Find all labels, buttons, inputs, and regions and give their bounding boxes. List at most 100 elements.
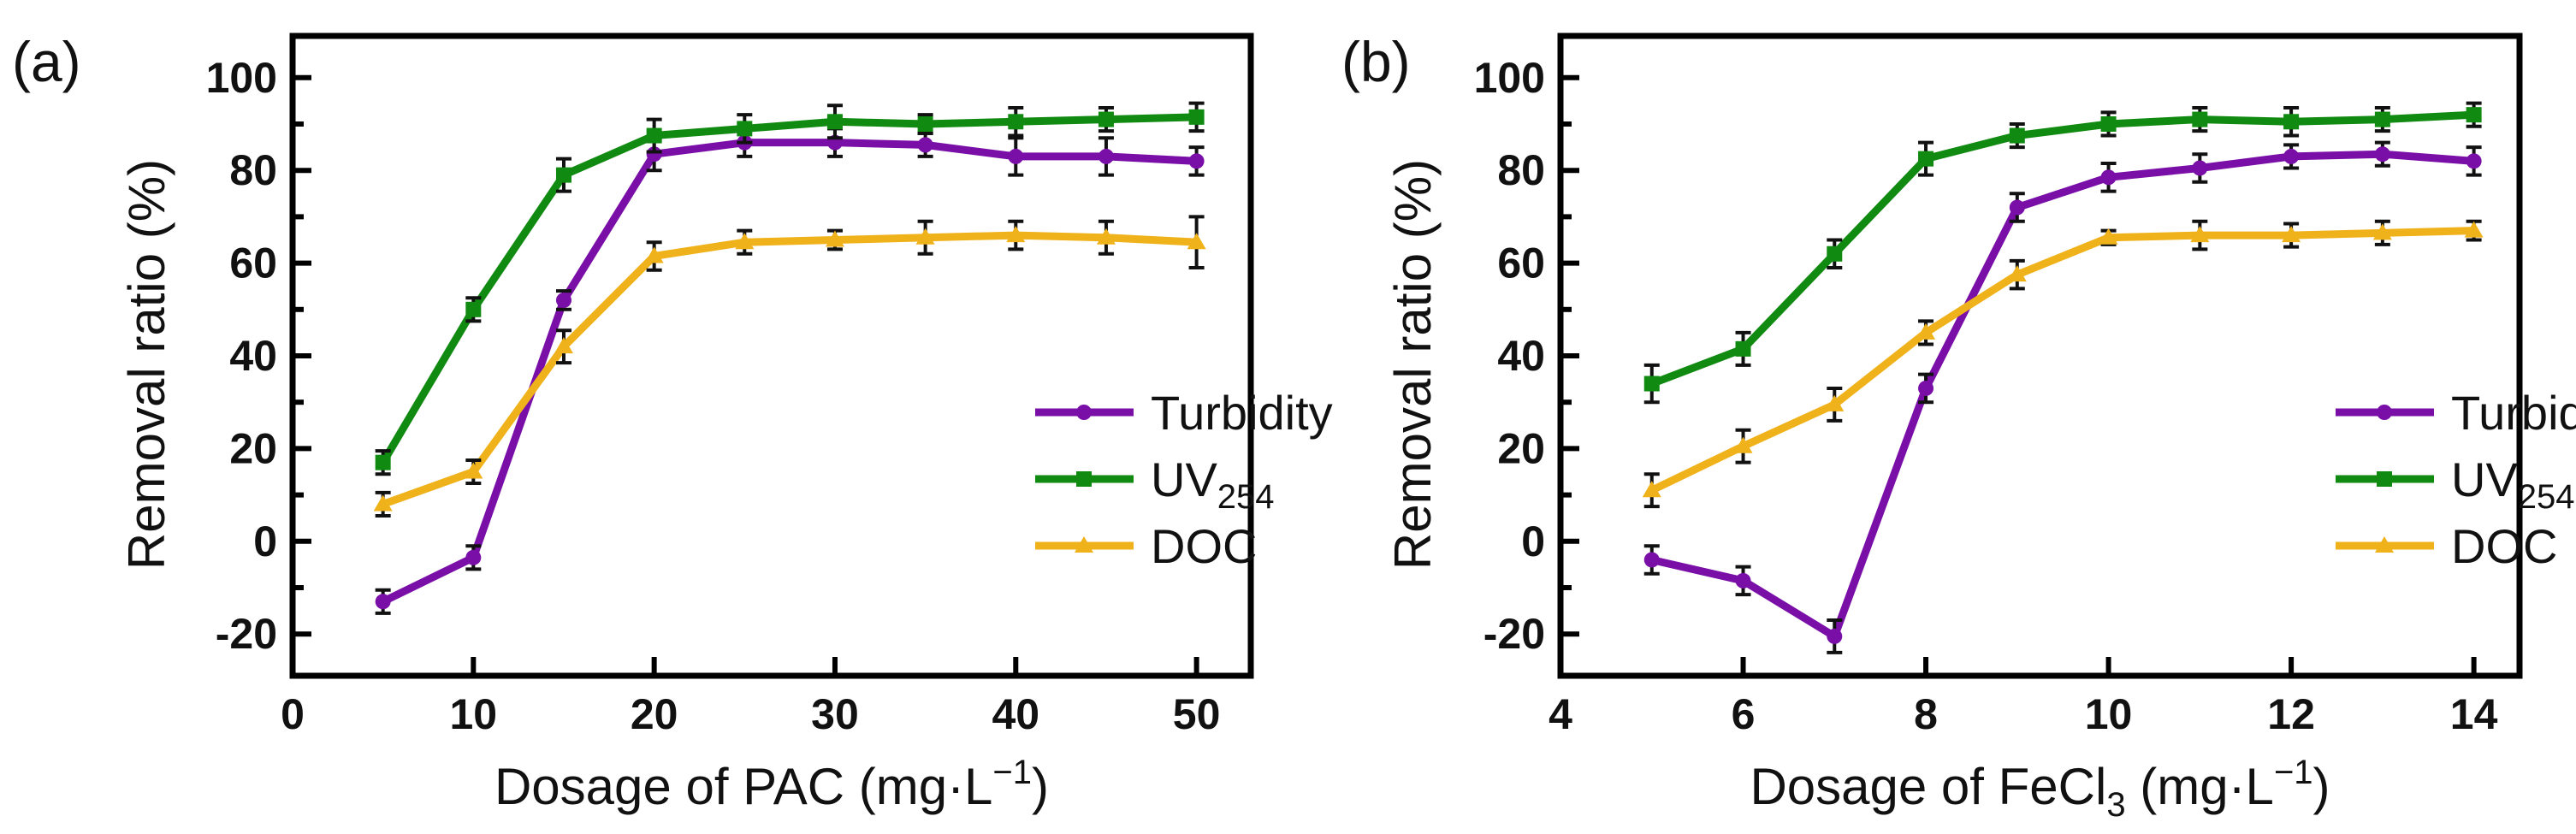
data-point [917,115,933,132]
y-tick-label: -20 [1483,610,1545,658]
x-tick-label: 40 [992,690,1039,738]
data-point [2007,265,2027,282]
legend-label-text: Turbidity [2451,386,2576,440]
data-point [2282,226,2301,243]
data-point [1918,151,1934,167]
legend-marker [2377,405,2392,420]
data-point [2464,221,2484,238]
series-line [1650,110,2474,387]
x-tick-label: 8 [1914,690,1938,738]
data-point [2100,169,2117,186]
y-tick-label: 100 [206,54,277,102]
legend-label: DOC [2451,519,2557,573]
x-tick-label: 30 [811,690,859,738]
x-axis-label-subscript: 3 [2106,786,2125,824]
data-point [2190,226,2210,243]
x-axis-label-text: Dosage of FeCl [1750,758,2106,815]
legend-marker [2375,536,2394,553]
data-point [2466,153,2482,169]
legend-label-subscript: 254 [1217,478,1275,516]
y-tick-label: 0 [253,518,277,565]
data-point [2372,223,2392,240]
data-point [1733,436,1753,453]
data-point [2192,160,2208,176]
legend-marker [1076,471,1092,487]
legend-marker [1076,405,1092,420]
legend-label-text: Turbidity [1151,386,1333,440]
data-point [825,230,844,247]
series-doc [373,215,1206,518]
data-point [2009,127,2025,144]
series-uv254 [1643,101,2482,405]
y-tick-label: 40 [1497,332,1545,380]
data-point [1918,380,1934,396]
y-tick-label: 80 [1497,146,1545,194]
x-tick-label: 20 [631,690,678,738]
data-point [373,494,393,512]
y-tick-label: 0 [1521,518,1545,565]
data-point [644,246,664,263]
y-tick-label: 80 [229,146,277,194]
data-point [1006,226,1026,243]
legend-label: DOC [1151,519,1257,573]
data-point [1642,481,1661,498]
data-point [2009,199,2025,216]
data-point [555,167,571,183]
x-axis-label-text: (mg·L [2126,758,2274,815]
data-point [554,337,573,354]
x-axis-label: Dosage of FeCl3 (mg·L−1) [1750,754,2330,824]
data-point [2374,111,2390,127]
data-point [1098,111,1114,127]
x-tick-label: 10 [2085,690,2133,738]
panel-label: (b) [1341,30,1411,93]
data-point [1188,153,1205,169]
series-doc [1642,219,2484,509]
y-axis-label: Removal ratio (%) [118,159,175,570]
x-tick-label: 50 [1173,690,1221,738]
data-point [735,233,755,250]
chart-panel-b: -20 0 20 40 60 80 100 4 6 8 10 12 14 Dosage of FeCl3 … [1341,30,2576,824]
data-point [826,114,843,130]
x-tick-label: 12 [2267,690,2315,738]
data-point [917,137,933,153]
data-point [1825,394,1845,411]
legend-label-text: DOC [2451,519,2557,573]
series-turbidity [1643,140,2482,654]
x-axis-label-text: Dosage of PAC (mg·L [494,758,992,815]
series-line [381,139,1197,606]
data-point [2100,115,2117,132]
x-tick-label: 0 [281,690,305,738]
data-point [1643,376,1660,392]
x-axis-label-text: ) [1032,758,1049,815]
x-axis-label: Dosage of PAC (mg·L−1) [494,754,1049,815]
x-axis-label-superscript: −1 [2274,754,2313,791]
x-tick-label: 4 [1549,690,1572,738]
legend-label: UV254 [1151,452,1275,516]
data-point [1187,233,1206,250]
legend-marker [2377,471,2392,487]
legend-label-text: UV [2451,452,2518,506]
data-point [1916,322,1936,340]
series-line [379,113,1197,464]
data-point [1827,628,1843,644]
x-tick-label: 6 [1732,690,1756,738]
data-point [1188,109,1205,125]
series-turbidity [375,127,1205,615]
legend-label: UV254 [2451,452,2575,516]
y-tick-label: 60 [229,240,277,287]
panel-label: (a) [12,30,81,93]
data-point [1735,572,1751,589]
data-point [375,454,391,470]
legend-label-text: DOC [1151,519,1257,573]
legend-label-text: UV [1151,452,1217,506]
data-point [555,292,571,308]
legend-label-subscript: 254 [2518,478,2575,516]
data-point [915,228,935,245]
x-axis-label-text: ) [2313,758,2330,815]
y-axis-label: Removal ratio (%) [1384,159,1442,570]
y-tick-label: 20 [229,424,277,472]
y-tick-label: 60 [1497,240,1545,287]
data-point [465,549,482,565]
